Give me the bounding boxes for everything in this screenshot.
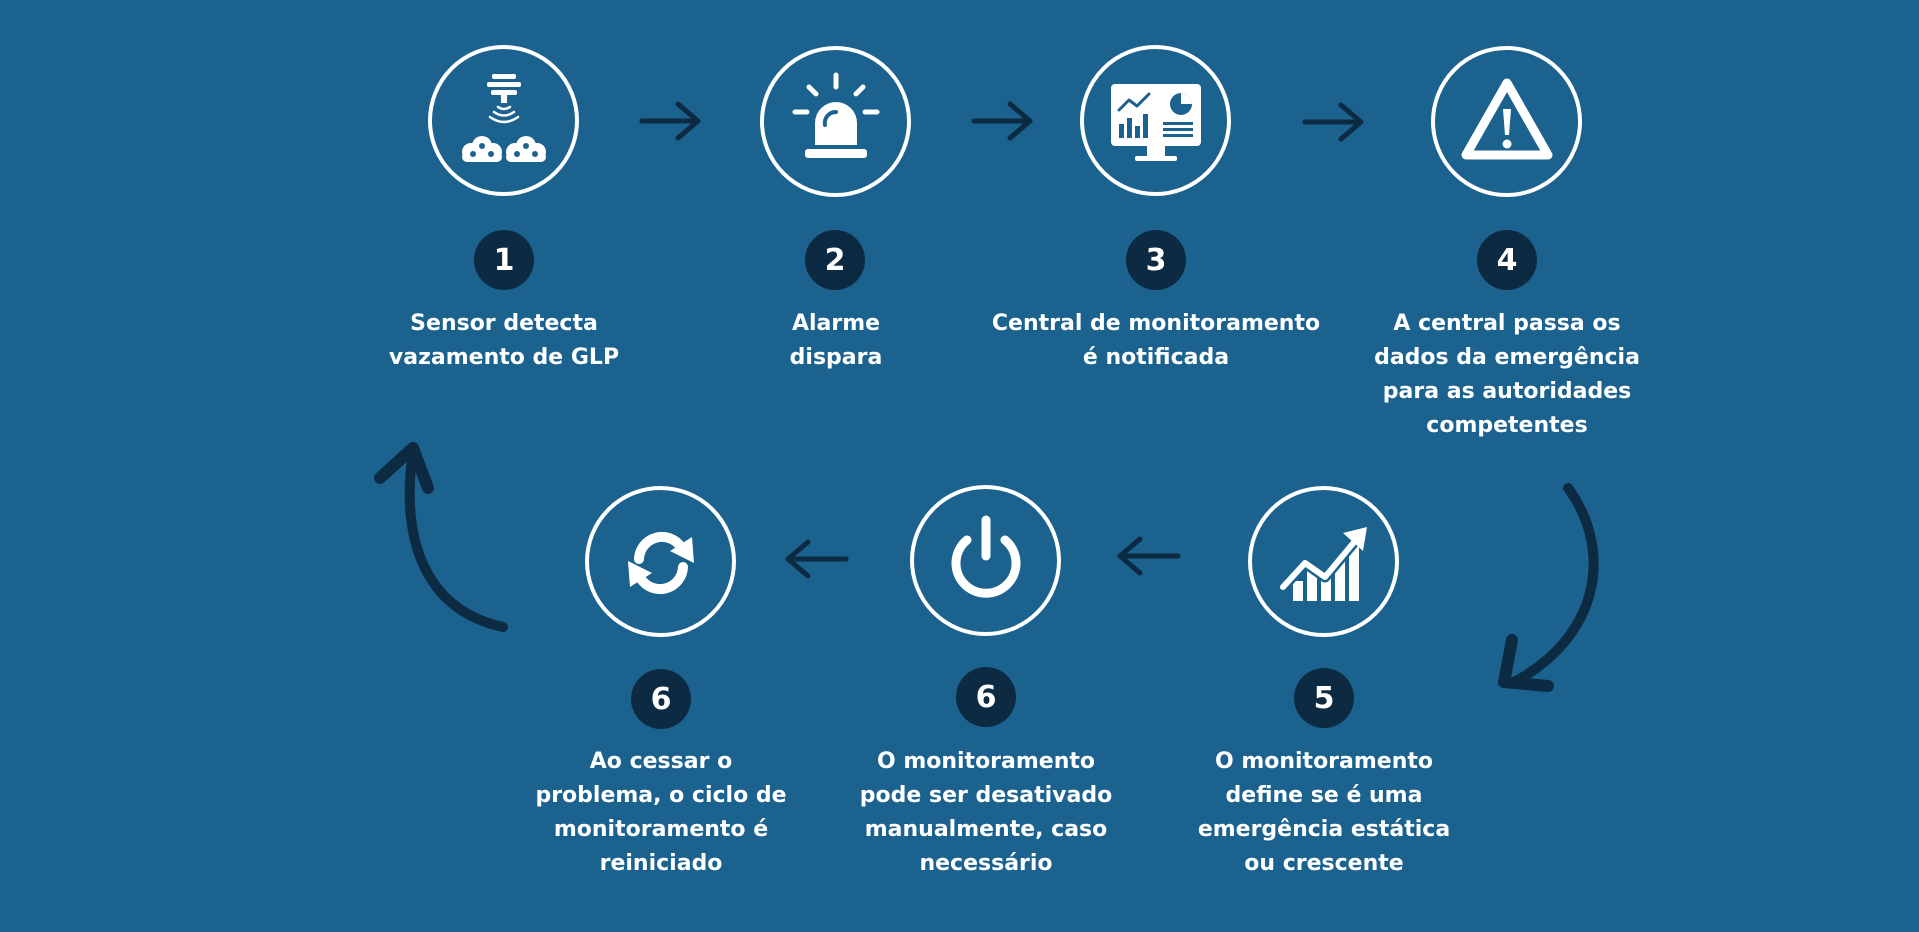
step-3-circle (1080, 45, 1231, 196)
refresh-cycle-icon (627, 531, 694, 594)
caption-line: Alarme (791, 311, 881, 336)
caption-line: A central passa os (1393, 311, 1621, 336)
caption-line: Ao cessar o (589, 749, 733, 774)
step-1-caption: Sensor detecta vazamento de GLP (339, 307, 669, 375)
warning-triangle-icon (1461, 78, 1552, 159)
step-6-restart-caption: Ao cessar o problema, o ciclo de monitor… (496, 745, 826, 881)
step-4-caption: A central passa os dados da emergência p… (1342, 307, 1672, 443)
curved-arrow-up-icon (374, 442, 508, 632)
caption-line: para as autoridades (1382, 379, 1632, 404)
step-5-circle (1248, 486, 1399, 637)
curved-arrow-down-icon (1498, 483, 1599, 692)
caption-line: Sensor detecta (410, 311, 598, 336)
caption-line: O monitoramento (876, 749, 1096, 774)
step-3-caption: Central de monitoramento é notificada (991, 307, 1321, 375)
arrow-right-icon (1302, 102, 1364, 142)
caption-line: ou crescente (1244, 851, 1404, 876)
caption-line: manualmente, caso (864, 817, 1108, 842)
siren-alarm-icon (792, 72, 879, 158)
step-1-badge: 1 (474, 230, 534, 290)
growth-chart-icon (1278, 526, 1367, 601)
arrow-right-icon (639, 101, 701, 141)
caption-line: necessário (919, 851, 1053, 876)
caption-line: O monitoramento (1214, 749, 1434, 774)
caption-line: dados da emergência (1374, 345, 1640, 370)
caption-line: é notificada (1082, 345, 1230, 370)
arrow-left-icon (1117, 536, 1181, 576)
caption-line: vazamento de GLP (388, 345, 620, 370)
caption-line: dispara (789, 345, 883, 370)
caption-line: Central de monitoramento (991, 311, 1321, 336)
step-2-caption: Alarme dispara (671, 307, 1001, 375)
gas-sensor-icon (461, 73, 546, 162)
caption-line: problema, o ciclo de (535, 783, 787, 808)
step-3-badge: 3 (1126, 230, 1186, 290)
step-6-restart-circle (585, 486, 736, 637)
step-4-badge: 4 (1477, 230, 1537, 290)
caption-line: pode ser desativado (859, 783, 1113, 808)
caption-line: competentes (1426, 413, 1588, 438)
step-5-badge: 5 (1294, 668, 1354, 728)
arrow-left-icon (785, 539, 849, 579)
step-6-manual-badge: 6 (956, 667, 1016, 727)
step-5-caption: O monitoramento define se é uma emergênc… (1159, 745, 1489, 881)
caption-line: emergência estática (1197, 817, 1451, 842)
caption-line: define se é uma (1225, 783, 1423, 808)
step-4-circle (1431, 46, 1582, 197)
power-button-icon (951, 515, 1020, 598)
step-6-manual-caption: O monitoramento pode ser desativado manu… (821, 745, 1151, 881)
step-6-manual-circle (910, 485, 1061, 636)
monitor-dashboard-icon (1110, 83, 1201, 161)
arrow-right-icon (971, 101, 1033, 141)
caption-line: reiniciado (599, 851, 723, 876)
step-6-restart-badge: 6 (631, 669, 691, 729)
step-1-circle (428, 45, 579, 196)
step-2-badge: 2 (805, 230, 865, 290)
caption-line: monitoramento é (553, 817, 769, 842)
step-2-circle (760, 46, 911, 197)
